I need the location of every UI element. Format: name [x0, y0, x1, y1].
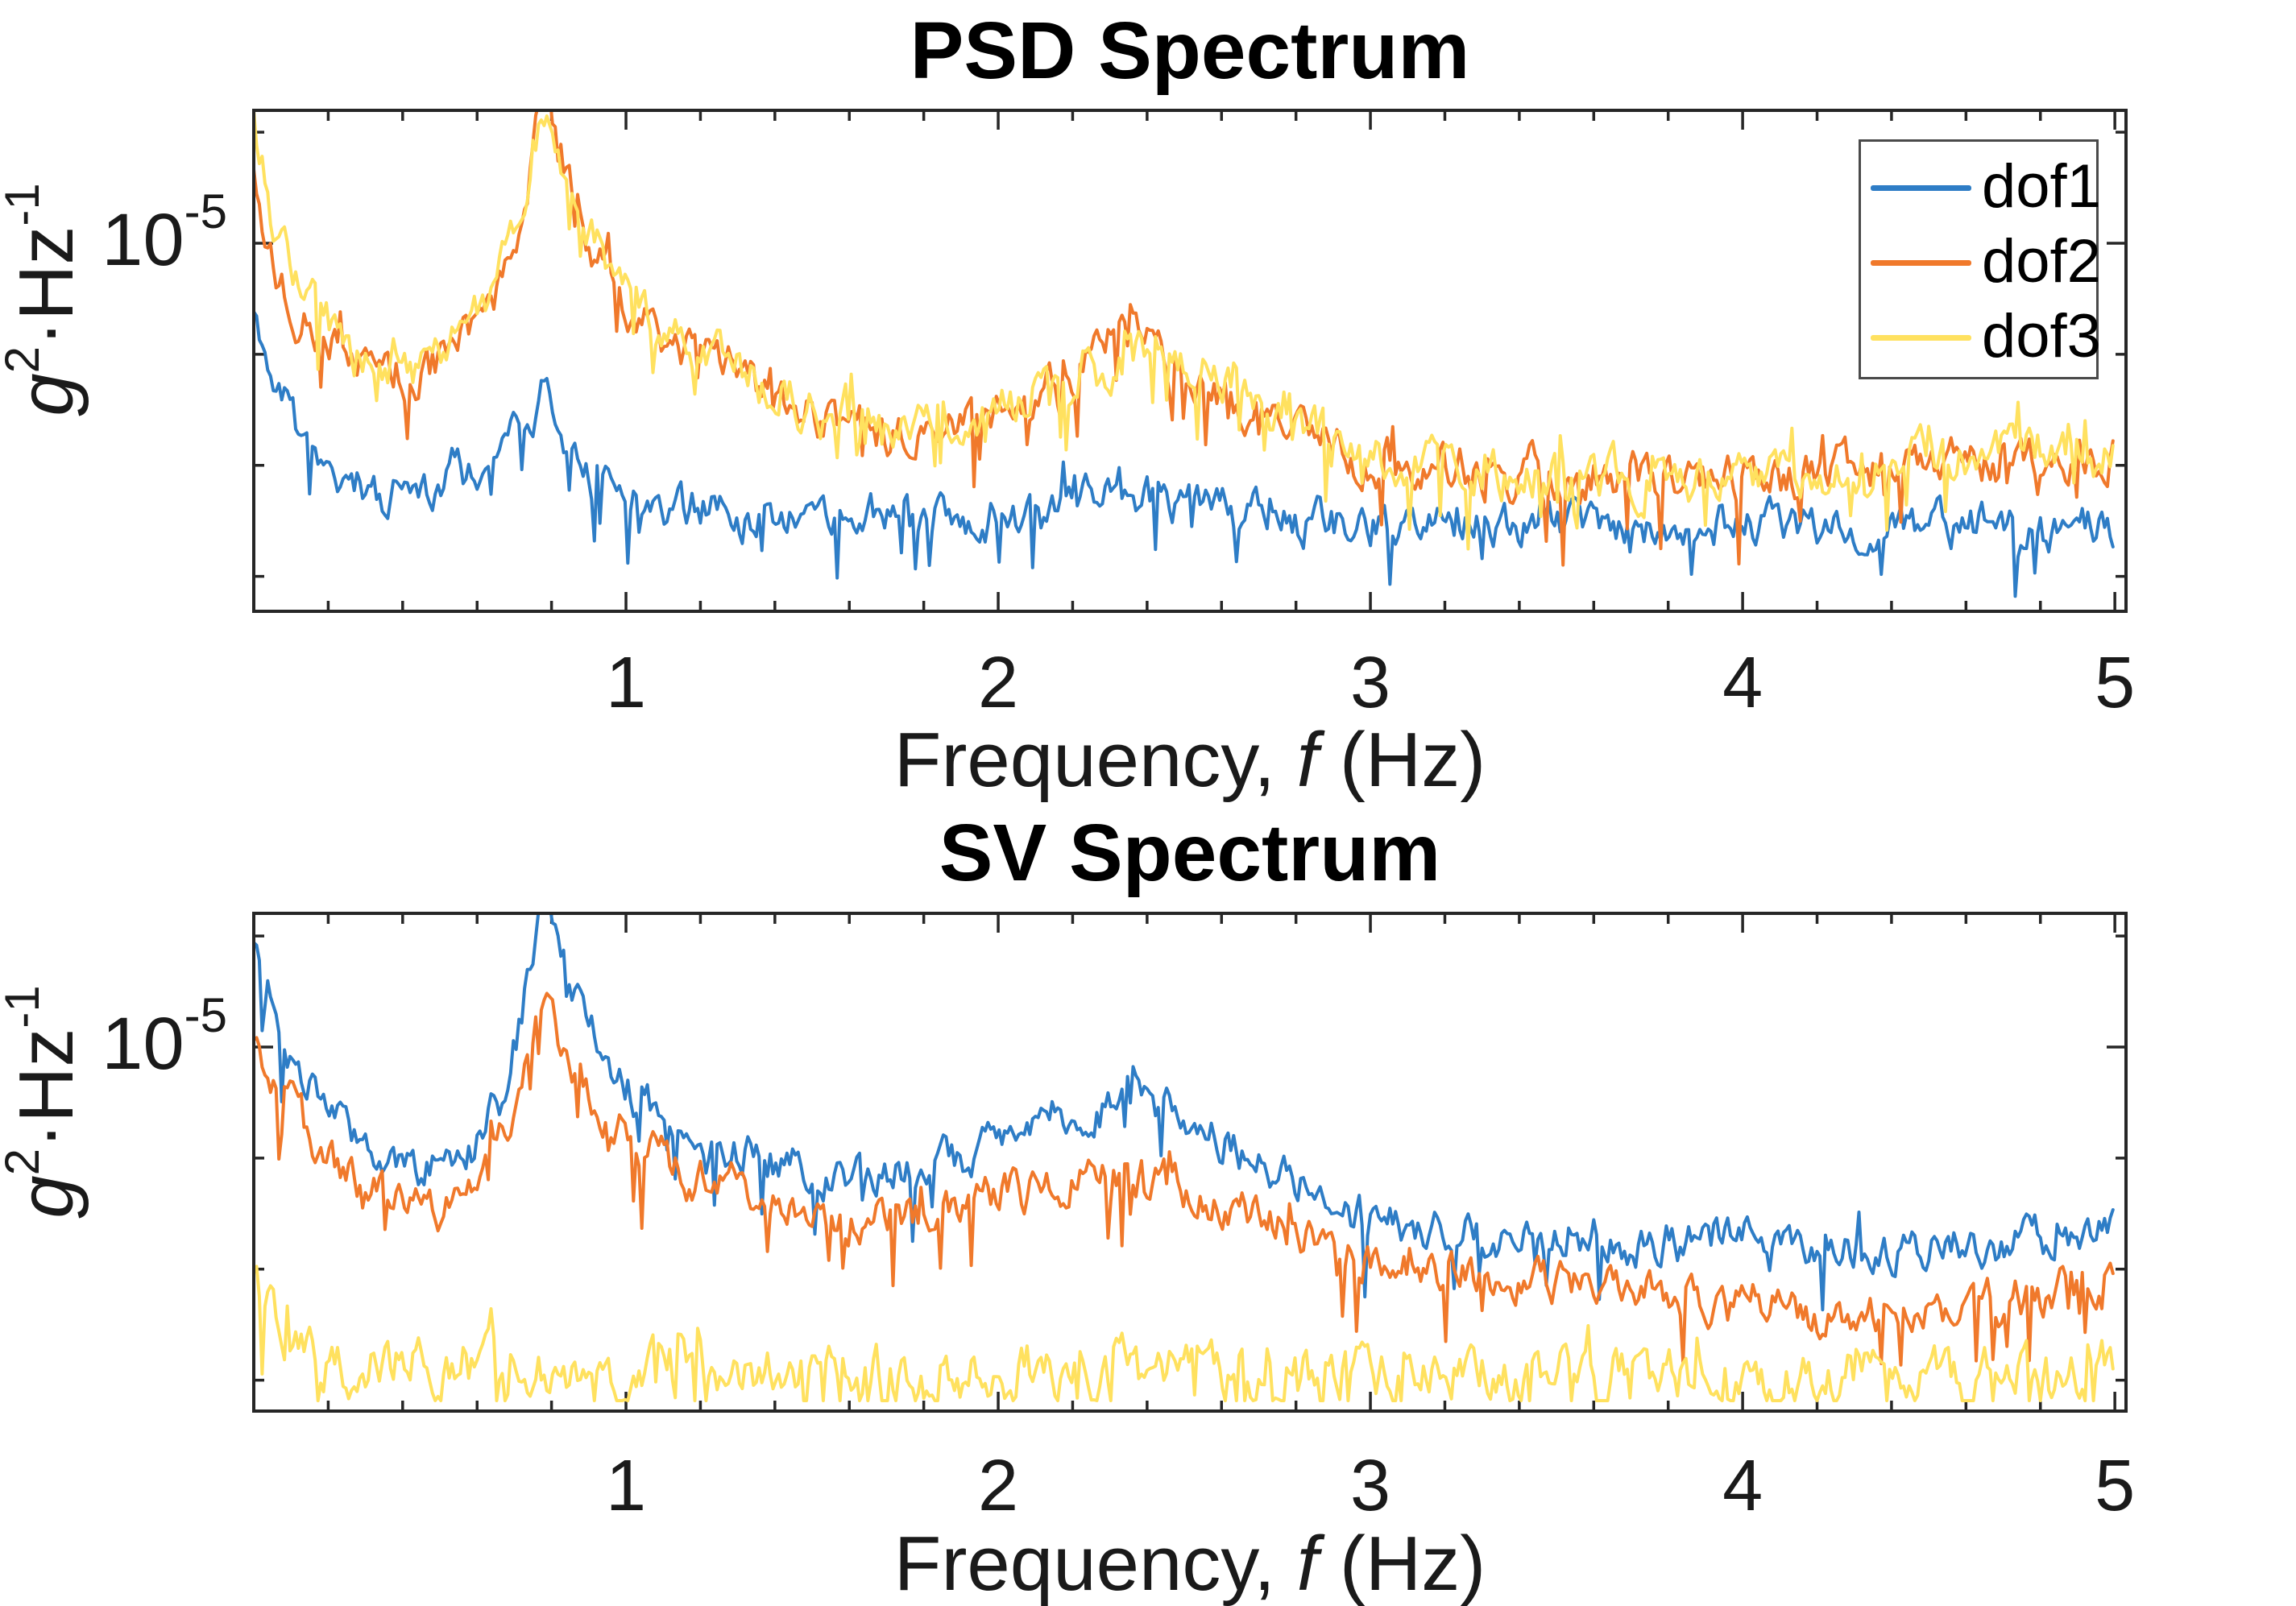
psd-xtick-label-2: 2: [978, 643, 1019, 723]
sv-series-sv3: [254, 1265, 2115, 1402]
legend-label-dof3: dof3: [1982, 301, 2101, 370]
sv-xtick-label-5: 5: [2095, 1446, 2136, 1526]
psd-ytick-label: 10-5: [102, 184, 227, 281]
legend-label-dof1: dof1: [1982, 151, 2101, 221]
legend-line-sample-dof2: [1871, 260, 1971, 266]
sv-axes-frame: [252, 912, 2128, 1413]
psd-series-dof3: [254, 110, 2115, 551]
psd-plot: [252, 109, 2128, 613]
psd-xtick-label-1: 1: [605, 643, 647, 723]
psd-xlabel: Frequency, f (Hz): [893, 717, 1486, 803]
sv-series-sv1: [254, 913, 2115, 1312]
psd-xtick-label-4: 4: [1722, 643, 1763, 723]
sv-xlabel: Frequency, f (Hz): [893, 1521, 1486, 1606]
legend-label-dof2: dof2: [1982, 226, 2101, 296]
sv-ytick-label: 10-5: [102, 988, 227, 1085]
sv-xtick-label-2: 2: [978, 1446, 1019, 1526]
sv-plot: [252, 912, 2128, 1413]
psd-ylabel: g2·Hz-1: [0, 183, 89, 416]
sv-xtick-label-3: 3: [1350, 1446, 1391, 1526]
legend-line-sample-dof3: [1871, 335, 1971, 341]
legend-line-sample-dof1: [1871, 185, 1971, 191]
sv-xtick-label-4: 4: [1722, 1446, 1763, 1526]
sv-title: SV Spectrum: [939, 808, 1441, 898]
sv-ylabel: g2·Hz-1: [0, 985, 89, 1219]
psd-title: PSD Spectrum: [910, 6, 1470, 96]
psd-series-dof2: [254, 110, 2115, 567]
psd-axes-frame: [252, 109, 2128, 613]
sv-xtick-label-1: 1: [605, 1446, 647, 1526]
sv-series-sv2: [254, 991, 2115, 1367]
psd-series-dof1: [254, 310, 2115, 598]
psd-xtick-label-5: 5: [2095, 643, 2136, 723]
legend: dof1 dof2 dof3: [1859, 139, 2101, 379]
psd-xtick-label-3: 3: [1350, 643, 1391, 723]
